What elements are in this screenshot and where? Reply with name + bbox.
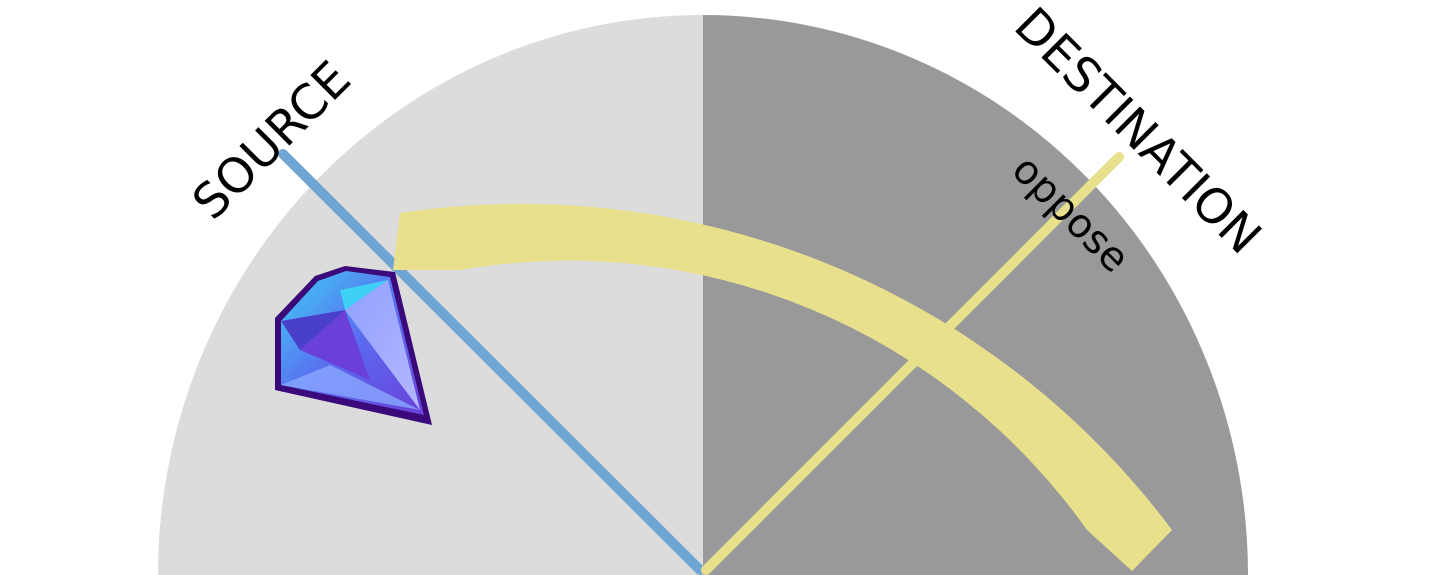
destination-ray bbox=[701, 152, 1124, 575]
source-ray bbox=[278, 149, 705, 575]
stance-arrow bbox=[393, 203, 1172, 571]
gem-icon bbox=[275, 266, 432, 425]
